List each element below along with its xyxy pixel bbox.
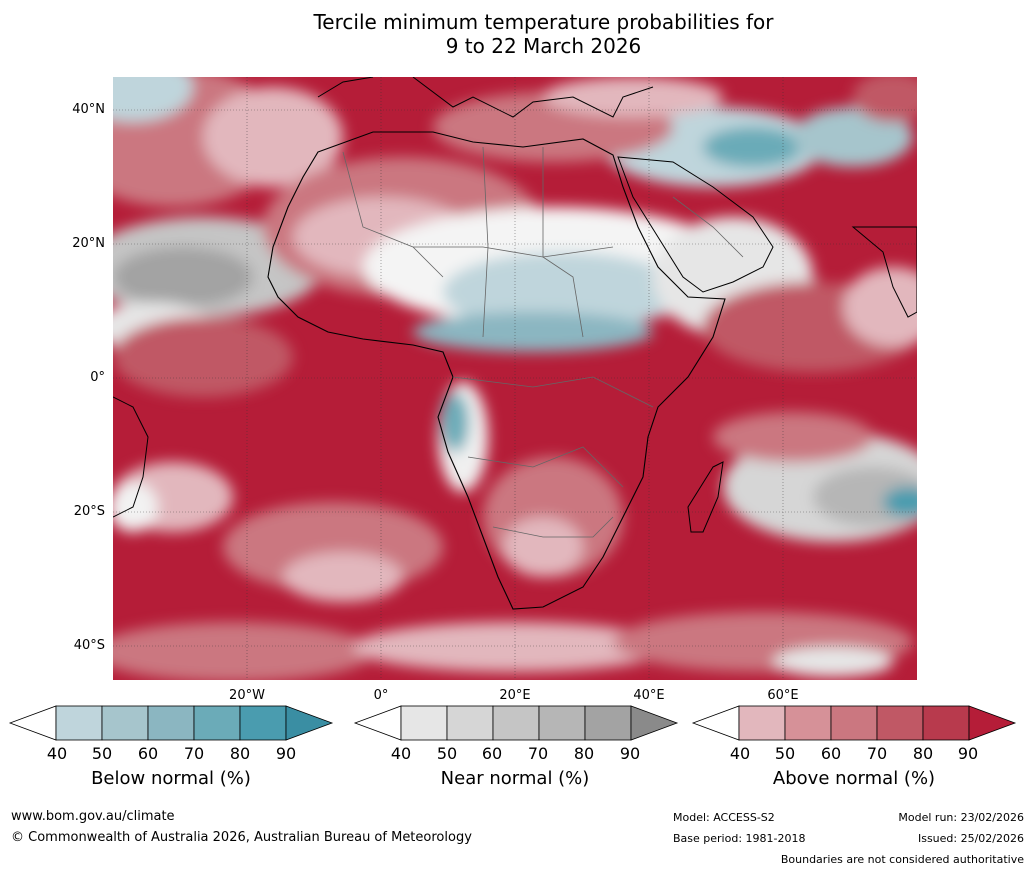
colorbar-above <box>691 705 1017 742</box>
footer-disclaimer: Boundaries are not considered authoritat… <box>780 853 1024 866</box>
footer-issued: Issued: 25/02/2026 <box>917 832 1024 845</box>
colorbar-near-swatch <box>538 705 586 741</box>
footer-copyright: © Commonwealth of Australia 2026, Austra… <box>11 830 472 845</box>
colorbar-below-tick: 90 <box>275 744 297 763</box>
probability-patches <box>113 77 917 680</box>
colorbar-near <box>353 705 679 742</box>
colorbar-near-swatch <box>584 705 632 741</box>
title-line-2: 9 to 22 March 2026 <box>445 34 642 58</box>
colorbar-near-tick: 80 <box>573 744 595 763</box>
colorbar-above-swatches <box>691 705 1017 741</box>
colorbar-below-swatch <box>147 705 195 741</box>
lat-label-40n: 40°N <box>72 102 105 117</box>
colorbar-near-tick: 40 <box>390 744 412 763</box>
colorbar-above-tick: 40 <box>729 744 751 763</box>
colorbar-near-swatch <box>492 705 540 741</box>
colorbar-below-swatch <box>55 705 103 741</box>
footer-website: www.bom.gov.au/climate <box>11 809 175 824</box>
colorbar-above-label: Above normal (%) <box>772 768 936 789</box>
colorbar-below-tick: 40 <box>46 744 68 763</box>
colorbar-above-swatch <box>830 705 878 741</box>
colorbar-below-swatch <box>101 705 149 741</box>
colorbar-near-swatches <box>353 705 679 741</box>
colorbar-near-tick: 90 <box>619 744 641 763</box>
colorbar-above-swatch <box>784 705 832 741</box>
lon-label-0: 0° <box>373 688 389 703</box>
colorbar-below-tick: 70 <box>183 744 205 763</box>
india-coastline <box>851 226 917 318</box>
colorbar-above-tick: 60 <box>820 744 842 763</box>
colorbar-above-swatch <box>922 705 970 741</box>
footer-model: Model: ACCESS-S2 <box>673 811 775 824</box>
africa-coastline <box>267 131 726 610</box>
lat-label-0: 0° <box>90 370 105 385</box>
colorbar-above-tick: 90 <box>957 744 979 763</box>
colorbar-below-swatch <box>193 705 241 741</box>
colorbar-above-swatch <box>738 705 786 741</box>
footer-model-run: Model run: 23/02/2026 <box>898 811 1024 824</box>
colorbar-near-tick: 60 <box>481 744 503 763</box>
colorbar-above-tick: 70 <box>866 744 888 763</box>
colorbar-above-tick: 50 <box>774 744 796 763</box>
colorbar-near-tick: 50 <box>436 744 458 763</box>
colorbar-above-swatch <box>876 705 924 741</box>
lon-label-60e: 60°E <box>767 688 799 703</box>
south-america-coastline <box>113 396 149 518</box>
colorbar-near-high-triangle <box>630 705 679 741</box>
colorbar-near-low-triangle <box>353 705 402 741</box>
title-line-1: Tercile minimum temperature probabilitie… <box>313 10 774 34</box>
colorbar-above-tick: 80 <box>912 744 934 763</box>
arabia-coastline <box>617 156 774 293</box>
lon-label-20e: 20°E <box>499 688 531 703</box>
colorbar-below-swatches <box>8 705 334 741</box>
colorbar-below-tick: 50 <box>91 744 113 763</box>
europe-coastline <box>317 77 654 118</box>
colorbar-below-swatch <box>239 705 287 741</box>
lat-label-20s: 20°S <box>73 504 105 519</box>
map-title: Tercile minimum temperature probabilitie… <box>0 10 1035 58</box>
probability-map <box>113 77 917 680</box>
colorbar-below-low-triangle <box>8 705 57 741</box>
graticule <box>113 77 917 680</box>
lat-label-20n: 20°N <box>72 236 105 251</box>
country-borders <box>342 146 744 538</box>
lat-label-40s: 40°S <box>73 638 105 653</box>
colorbar-near-swatch <box>446 705 494 741</box>
colorbar-below-tick: 80 <box>229 744 251 763</box>
colorbar-above-low-triangle <box>691 705 740 741</box>
colorbar-below-high-triangle <box>285 705 334 741</box>
colorbar-near-label: Near normal (%) <box>440 768 590 789</box>
colorbar-near-tick: 70 <box>527 744 549 763</box>
colorbar-below <box>8 705 334 742</box>
colorbar-below-label: Below normal (%) <box>91 768 251 789</box>
footer-base-period: Base period: 1981-2018 <box>673 832 806 845</box>
colorbar-above-high-triangle <box>968 705 1017 741</box>
madagascar-coastline <box>687 461 724 533</box>
lon-label-40e: 40°E <box>633 688 665 703</box>
map-canvas <box>113 77 917 680</box>
colorbar-near-swatch <box>400 705 448 741</box>
colorbar-below-tick: 60 <box>137 744 159 763</box>
lon-label-20w: 20°W <box>229 688 265 703</box>
